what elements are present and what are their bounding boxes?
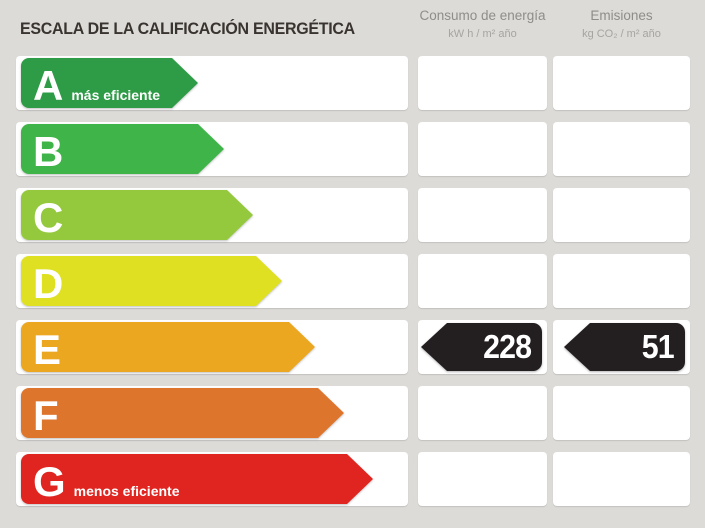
rating-track-cell: C <box>16 188 408 242</box>
arrow-tip <box>289 322 315 372</box>
consumption-header-units: kW h / m² año <box>448 28 517 40</box>
arrow-tip <box>347 454 373 504</box>
rating-track-cell: E <box>16 320 408 374</box>
rating-arrow-c: C <box>21 190 253 240</box>
badge-tip <box>564 323 590 371</box>
consumption-value: 228 <box>483 328 532 365</box>
consumption-badge: 228 <box>421 323 542 371</box>
page-title: ESCALA DE LA CALIFICACIÓN ENERGÉTICA <box>20 19 355 38</box>
efficiency-note: menos eficiente <box>73 482 180 499</box>
consumption-cell: 228 <box>418 320 547 374</box>
consumption-cell <box>418 386 547 440</box>
rating-row-g: G menos eficiente <box>16 452 690 506</box>
rating-row-a: A más eficiente <box>16 56 690 110</box>
grade-letter: B <box>33 127 63 175</box>
badge-tip <box>421 323 447 371</box>
rating-arrow-body: B <box>21 124 198 174</box>
emissions-cell <box>553 188 690 242</box>
consumption-cell <box>418 254 547 308</box>
rating-arrow-a: A más eficiente <box>21 58 198 108</box>
consumption-header-label: Consumo de energía <box>419 8 546 23</box>
emissions-value: 51 <box>642 328 675 365</box>
arrow-tip <box>198 124 224 174</box>
grade-letter: C <box>33 193 63 241</box>
rating-row-c: C <box>16 188 690 242</box>
grade-letter: A <box>33 61 63 109</box>
arrow-tip <box>318 388 344 438</box>
consumption-cell <box>418 56 547 110</box>
emissions-cell <box>553 56 690 110</box>
rating-track-cell: A más eficiente <box>16 56 408 110</box>
rating-arrow-b: B <box>21 124 224 174</box>
consumption-cell <box>418 122 547 176</box>
emissions-header-units: kg CO₂ / m² año <box>582 28 661 40</box>
column-header-consumption: Consumo de energía kW h / m² año <box>418 8 547 40</box>
rating-track-cell: G menos eficiente <box>16 452 408 506</box>
grade-letter: G <box>33 457 66 505</box>
rating-row-e-selected: E 228 51 <box>16 320 690 374</box>
rating-row-f: F <box>16 386 690 440</box>
rating-rows: A más eficiente B <box>16 56 690 506</box>
emissions-cell <box>553 452 690 506</box>
badge-body: 51 <box>590 323 685 371</box>
rating-arrow-body: C <box>21 190 227 240</box>
rating-track-cell: D <box>16 254 408 308</box>
emissions-cell <box>553 122 690 176</box>
grade-letter: F <box>33 391 59 439</box>
consumption-cell <box>418 452 547 506</box>
efficiency-note: más eficiente <box>71 86 161 103</box>
emissions-badge: 51 <box>564 323 685 371</box>
arrow-tip <box>172 58 198 108</box>
badge-body: 228 <box>447 323 542 371</box>
rating-arrow-body: E <box>21 322 289 372</box>
arrow-tip <box>256 256 282 306</box>
emissions-header-label: Emisiones <box>590 8 653 23</box>
arrow-tip <box>227 190 253 240</box>
emissions-cell: 51 <box>553 320 690 374</box>
column-header-emissions: Emisiones kg CO₂ / m² año <box>553 8 690 40</box>
rating-arrow-body: G menos eficiente <box>21 454 347 504</box>
rating-arrow-body: A más eficiente <box>21 58 172 108</box>
rating-arrow-body: D <box>21 256 256 306</box>
grade-letter: D <box>33 259 63 307</box>
rating-track-cell: F <box>16 386 408 440</box>
rating-arrow-body: F <box>21 388 318 438</box>
rating-arrow-g: G menos eficiente <box>21 454 373 504</box>
rating-row-b: B <box>16 122 690 176</box>
rating-row-d: D <box>16 254 690 308</box>
consumption-cell <box>418 188 547 242</box>
rating-arrow-d: D <box>21 256 282 306</box>
emissions-cell <box>553 254 690 308</box>
grade-letter: E <box>33 325 61 373</box>
emissions-cell <box>553 386 690 440</box>
rating-arrow-f: F <box>21 388 344 438</box>
rating-arrow-e: E <box>21 322 315 372</box>
rating-track-cell: B <box>16 122 408 176</box>
